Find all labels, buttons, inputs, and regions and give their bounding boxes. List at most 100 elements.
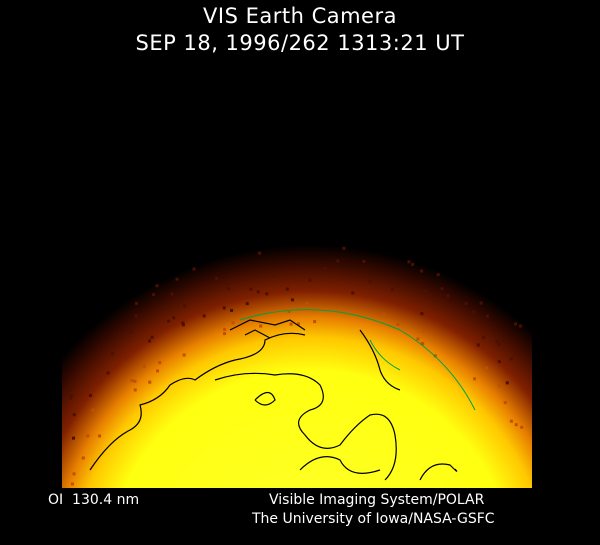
coastlines — [89, 319, 458, 481]
credit-line-2: The University of Iowa/NASA-GSFC — [252, 511, 495, 527]
noise-pixel — [245, 302, 249, 306]
noise-pixel — [305, 301, 309, 305]
noise-pixel — [446, 294, 450, 298]
grid-lines — [239, 309, 476, 411]
noise-pixel — [167, 319, 171, 323]
noise-pixel — [396, 322, 400, 326]
noise-pixel — [518, 324, 522, 328]
noise-pixel — [182, 353, 186, 357]
noise-pixel — [88, 393, 92, 397]
noise-pixel — [130, 378, 134, 382]
noise-pixel — [520, 425, 524, 429]
noise-pixel — [390, 287, 394, 291]
noise-pixel — [133, 388, 137, 392]
credit-line-1: Visible Imaging System/POLAR — [269, 492, 485, 508]
noise-pixel — [424, 289, 428, 293]
noise-pixel — [362, 259, 366, 263]
noise-pixel — [420, 312, 424, 316]
noise-pixel — [202, 314, 206, 318]
noise-pixel — [192, 267, 196, 271]
noise-pixel — [106, 371, 110, 375]
noise-pixel — [215, 276, 219, 280]
noise-pixel — [495, 340, 499, 344]
noise-pixel — [509, 419, 513, 423]
noise-pixel — [482, 335, 486, 339]
noise-pixel — [313, 320, 317, 324]
noise-pixel — [421, 329, 425, 333]
noise-pixel — [70, 482, 74, 486]
noise-pixel — [476, 343, 480, 347]
noise-pixel — [287, 309, 291, 313]
noise-pixel — [464, 302, 468, 306]
noise-pixel — [156, 369, 160, 373]
image-timestamp: SEP 18, 1996/262 1313:21 UT — [135, 31, 465, 55]
noise-pixel — [289, 322, 293, 326]
noise-pixel — [147, 339, 151, 343]
noise-pixel — [148, 380, 152, 384]
noise-pixel — [72, 413, 76, 417]
noise-pixel — [222, 332, 226, 336]
noise-pixel — [91, 408, 95, 412]
noise-pixel — [265, 292, 269, 296]
noise-pixel — [258, 251, 262, 255]
noise-pixel — [231, 321, 235, 325]
noise-pixel — [183, 304, 187, 308]
noise-pixel — [479, 301, 483, 305]
noise-pixel — [158, 361, 162, 365]
noise-pixel — [227, 287, 231, 291]
noise-pixel — [72, 472, 76, 476]
noise-pixel — [497, 342, 501, 346]
noise-pixel — [81, 456, 85, 460]
wavelength-label: OI 130.4 nm — [48, 492, 140, 508]
image-title: VIS Earth Camera — [203, 4, 397, 28]
noise-pixel — [175, 277, 179, 281]
noise-pixel — [170, 292, 174, 296]
noise-pixel — [69, 396, 73, 400]
noise-pixel — [259, 324, 263, 328]
noise-pixel — [514, 322, 518, 326]
noise-pixel — [336, 259, 340, 263]
noise-pixel — [351, 291, 355, 295]
noise-pixel — [411, 262, 415, 266]
noise-pixel — [155, 284, 159, 288]
noise-pixel — [382, 312, 386, 316]
noise-pixel — [230, 308, 234, 312]
noise-pixel — [368, 279, 372, 283]
noise-pixel — [509, 357, 513, 361]
noise-pixel — [472, 310, 476, 314]
noise-pixel — [296, 322, 300, 326]
noise-pixel — [291, 298, 295, 302]
noise-pixel — [71, 436, 75, 440]
noise-pixel — [256, 290, 260, 294]
noise-pixel — [150, 335, 154, 339]
dayglow — [62, 60, 532, 488]
noise-pixel — [505, 381, 509, 385]
noise-pixel — [69, 388, 73, 392]
noise-pixel — [497, 360, 501, 364]
noise-pixel — [249, 287, 253, 291]
noise-pixel — [86, 434, 90, 438]
noise-pixel — [98, 434, 102, 438]
noise-pixel — [134, 314, 138, 318]
noise-pixel — [285, 287, 289, 291]
noise-speckle — [69, 246, 524, 486]
noise-pixel — [172, 316, 176, 320]
noise-pixel — [129, 330, 133, 334]
noise-pixel — [308, 278, 312, 282]
noise-pixel — [473, 377, 477, 381]
noise-pixel — [440, 287, 444, 291]
noise-pixel — [142, 365, 146, 369]
noise-pixel — [407, 260, 411, 264]
noise-pixel — [485, 314, 489, 318]
noise-pixel — [222, 306, 226, 310]
noise-pixel — [503, 401, 507, 405]
noise-pixel — [421, 342, 425, 346]
noise-pixel — [223, 327, 227, 331]
noise-pixel — [323, 267, 327, 271]
noise-pixel — [133, 379, 137, 383]
noise-pixel — [485, 366, 489, 370]
noise-pixel — [181, 323, 185, 327]
noise-pixel — [135, 301, 139, 305]
noise-pixel — [225, 281, 229, 285]
